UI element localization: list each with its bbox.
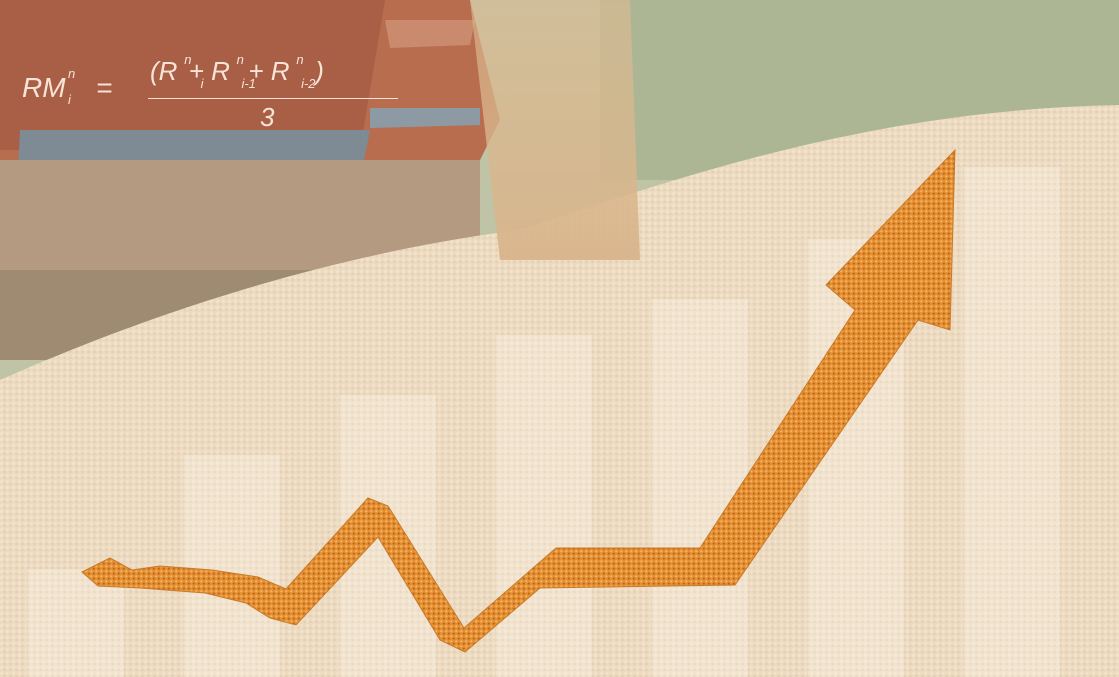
formula-lhs-symbol: RM <box>22 72 66 103</box>
truck-trailer <box>0 0 500 360</box>
background-bar <box>496 335 592 677</box>
formula-plus-2: + <box>248 56 264 86</box>
formula-term-3-sub: i-2 <box>301 76 316 91</box>
formula-term-1-sub: i <box>200 76 204 91</box>
background-bar <box>964 167 1060 677</box>
grain-pile <box>0 105 1119 677</box>
formula-plus-1: + <box>188 56 204 86</box>
formula-denominator: 3 <box>260 102 275 132</box>
trend-arrow <box>81 148 956 653</box>
formula-equals: = <box>96 72 113 103</box>
formula-fraction-bar <box>148 98 398 99</box>
formula-open-paren: ( <box>150 56 159 86</box>
formula-lhs: RM n i <box>22 66 75 107</box>
formula-term-2-sub: i-1 <box>241 76 256 91</box>
background-bar <box>652 299 748 677</box>
formula-lhs-superscript: n <box>68 66 76 81</box>
formula-term-1-sup: n <box>184 52 192 67</box>
formula-close-paren: ) <box>315 56 324 86</box>
background-bar <box>28 569 124 677</box>
falling-grain <box>470 0 640 260</box>
background-bar <box>184 455 280 677</box>
formula-lhs-subscript: i <box>68 92 71 107</box>
formula-term-3-sup: n <box>296 52 304 67</box>
formula-term-2-sup: n <box>236 52 244 67</box>
